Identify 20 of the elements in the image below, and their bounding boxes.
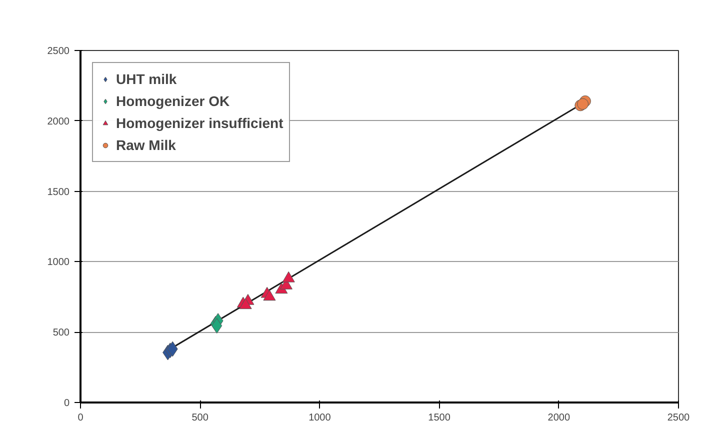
point: [282, 271, 295, 282]
point: [263, 290, 276, 301]
point: [577, 98, 589, 110]
x-tick-label: 2000: [548, 412, 570, 424]
x-tick-label: 1000: [308, 412, 332, 424]
legend-label: Homogenizer insufficient: [116, 115, 284, 131]
legend-label: UHT milk: [116, 71, 177, 87]
point: [239, 298, 252, 310]
y-tick-label: 2500: [47, 46, 70, 57]
y-tick-label: 0: [64, 398, 70, 409]
y-tick-label: 1000: [47, 257, 70, 268]
y-tick-label: 500: [52, 328, 70, 339]
x-tick-label: 0: [78, 412, 84, 424]
legend-label: Raw Milk: [116, 137, 176, 153]
legend-label: Homogenizer OK: [116, 93, 230, 109]
y-tick-label: 2000: [47, 116, 70, 128]
x-tick-label: 1500: [428, 412, 451, 424]
x-tick-label: 2500: [667, 412, 690, 424]
x-tick-label: 500: [192, 412, 209, 424]
y-tick-label: 1500: [47, 186, 70, 198]
